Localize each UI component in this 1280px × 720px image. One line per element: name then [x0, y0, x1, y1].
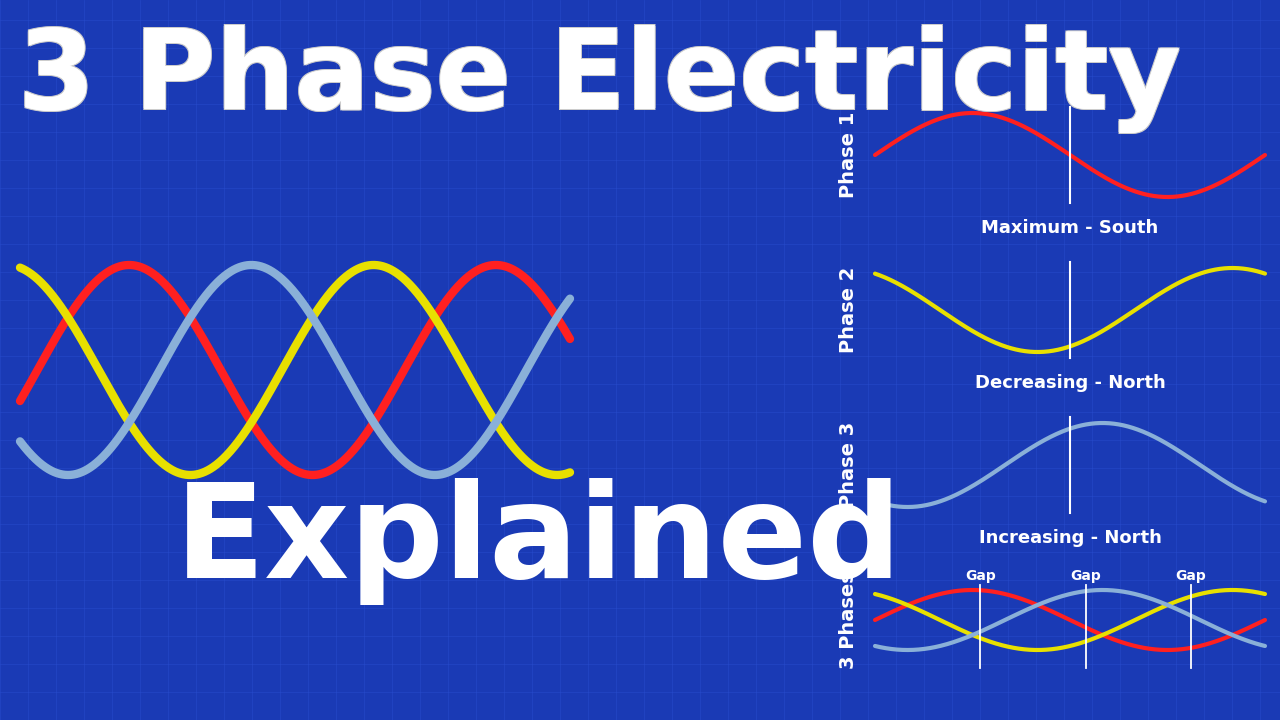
Text: 3 Phase Electricity: 3 Phase Electricity: [18, 25, 1181, 133]
Text: Gap: Gap: [965, 569, 996, 583]
Text: Gap: Gap: [1070, 569, 1101, 583]
Text: Phase 3: Phase 3: [838, 422, 858, 508]
Text: Maximum - South: Maximum - South: [982, 219, 1158, 237]
Text: 3 Phase Electricity: 3 Phase Electricity: [19, 26, 1181, 134]
Text: 3 Phase Electricity: 3 Phase Electricity: [19, 24, 1181, 132]
Text: Gap: Gap: [1175, 569, 1206, 583]
Text: 3 Phase Electricity: 3 Phase Electricity: [17, 24, 1180, 132]
Text: Phase 1: Phase 1: [838, 112, 858, 198]
Text: Phase 2: Phase 2: [838, 267, 858, 354]
Text: Decreasing - North: Decreasing - North: [974, 374, 1165, 392]
Text: Explained: Explained: [175, 478, 902, 605]
Text: 3 Phase Electricity: 3 Phase Electricity: [18, 25, 1181, 133]
Text: 3 Phases: 3 Phases: [838, 571, 858, 669]
Text: 3 Phase Electricity: 3 Phase Electricity: [17, 26, 1180, 134]
Text: Increasing - North: Increasing - North: [979, 529, 1161, 547]
